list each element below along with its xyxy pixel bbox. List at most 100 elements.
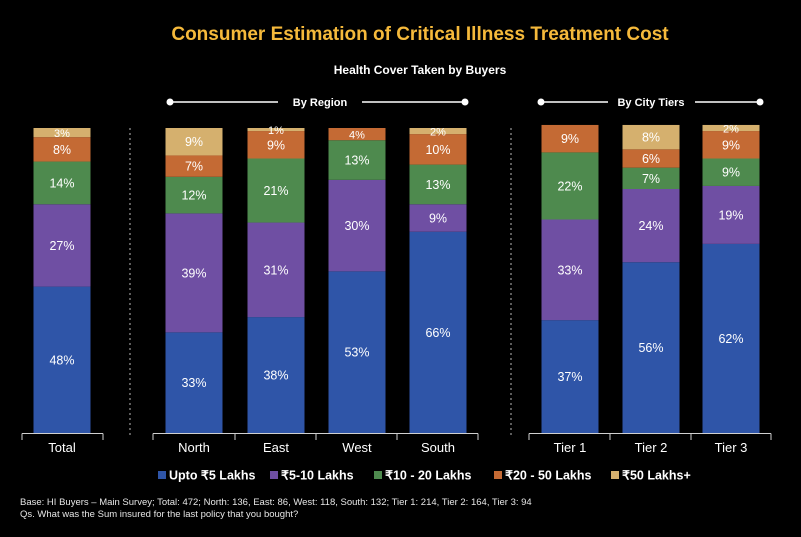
data-label-tier-3-upto5: 62% — [718, 332, 743, 346]
data-label-east-50plus: 1% — [268, 125, 284, 137]
legend-swatch-20to50 — [494, 471, 502, 479]
bar-segment-tier-2-20to50 — [622, 149, 680, 168]
data-label-total-upto5: 48% — [49, 353, 74, 367]
data-label-tier-1-20to50: 9% — [561, 132, 579, 146]
bar-segment-south-20to50 — [409, 134, 467, 165]
bar-segment-total-20to50 — [33, 137, 91, 162]
bar-segment-north-50plus — [165, 128, 223, 156]
legend: Upto ₹5 Lakhs ₹5-10 Lakhs ₹10 - 20 Lakhs ₹2… — [158, 469, 691, 483]
legend-swatch-50plus — [611, 471, 619, 479]
city-group-header: By City Tiers — [537, 97, 764, 109]
legend-label-50plus: ₹50 Lakhs+ — [622, 469, 691, 483]
bar-segment-tier-1-10to20 — [541, 152, 599, 220]
data-label-east-20to50: 9% — [267, 138, 285, 152]
bar-segment-west-20to50 — [328, 128, 386, 141]
bar-segment-north-20to50 — [165, 155, 223, 177]
bar-segment-total-upto5 — [33, 286, 91, 433]
bar-segment-south-upto5 — [409, 231, 467, 433]
data-label-total-20to50: 8% — [53, 143, 71, 157]
category-label-tier-3: Tier 3 — [715, 440, 748, 455]
data-label-north-20to50: 7% — [185, 160, 203, 174]
bar-stacks: 48%27%14%8%3%33%39%12%7%9%38%31%21%9%1%5… — [33, 124, 760, 433]
bar-segment-north-5to10 — [165, 213, 223, 333]
bar-segment-tier-1-5to10 — [541, 219, 599, 321]
bar-segment-tier-1-20to50 — [541, 124, 599, 153]
bar-segment-east-20to50 — [247, 131, 305, 159]
category-axes: Total North East West South Tier 1 Tier 2 Tier … — [21, 433, 772, 455]
category-label-north: North — [178, 440, 210, 455]
city-group-label: By City Tiers — [617, 97, 684, 109]
data-label-south-upto5: 66% — [425, 326, 450, 340]
data-label-tier-3-50plus: 2% — [723, 124, 739, 136]
category-label-east: East — [263, 440, 289, 455]
region-rule-dot-right — [461, 98, 469, 106]
data-label-tier-1-10to20: 22% — [557, 179, 582, 193]
region-rule-dot-left — [166, 98, 174, 106]
data-label-tier-1-5to10: 33% — [557, 263, 582, 277]
data-label-south-10to20: 13% — [425, 178, 450, 192]
bar-segment-tier-1-upto5 — [541, 320, 599, 433]
data-label-tier-3-10to20: 9% — [722, 166, 740, 180]
chart-subtitle: Health Cover Taken by Buyers — [334, 63, 507, 77]
data-label-tier-2-20to50: 6% — [642, 152, 660, 166]
bar-segment-east-upto5 — [247, 317, 305, 433]
data-label-west-10to20: 13% — [344, 154, 369, 168]
bar-segment-tier-3-50plus — [702, 124, 760, 132]
data-label-tier-2-10to20: 7% — [642, 172, 660, 186]
bar-segment-tier-2-upto5 — [622, 262, 680, 433]
footer-question-note: Qs. What was the Sum insured for the las… — [20, 509, 299, 520]
city-rule-dot-right — [756, 98, 764, 106]
footer-base-note: Base: HI Buyers – Main Survey; Total: 47… — [20, 497, 532, 508]
legend-swatch-5to10 — [270, 471, 278, 479]
city-rule-dot-left — [537, 98, 545, 106]
legend-label-upto5: Upto ₹5 Lakhs — [169, 469, 255, 483]
bar-segment-south-50plus — [409, 128, 467, 135]
data-label-tier-3-5to10: 19% — [718, 208, 743, 222]
legend-label-10to20: ₹10 - 20 Lakhs — [385, 469, 472, 483]
bar-segment-tier-3-20to50 — [702, 131, 760, 159]
data-label-tier-2-upto5: 56% — [638, 341, 663, 355]
data-label-north-10to20: 12% — [181, 189, 206, 203]
data-label-east-upto5: 38% — [263, 369, 288, 383]
legend-label-20to50: ₹20 - 50 Lakhs — [505, 469, 592, 483]
data-label-east-10to20: 21% — [263, 184, 288, 198]
data-label-west-20to50: 4% — [349, 130, 365, 142]
bar-segment-south-5to10 — [409, 204, 467, 232]
data-label-total-5to10: 27% — [49, 239, 74, 253]
bar-segment-west-5to10 — [328, 179, 386, 272]
category-label-tier-2: Tier 2 — [635, 440, 668, 455]
bar-segment-total-10to20 — [33, 161, 91, 205]
region-group-header: By Region — [166, 97, 469, 109]
bar-segment-west-upto5 — [328, 271, 386, 433]
data-label-north-upto5: 33% — [181, 376, 206, 390]
bar-segment-tier-2-5to10 — [622, 189, 680, 263]
data-label-tier-1-upto5: 37% — [557, 370, 582, 384]
bar-segment-south-10to20 — [409, 164, 467, 205]
legend-swatch-upto5 — [158, 471, 166, 479]
bar-segment-west-10to20 — [328, 140, 386, 180]
bar-segment-north-10to20 — [165, 176, 223, 214]
bar-segment-tier-3-upto5 — [702, 243, 760, 433]
data-label-east-5to10: 31% — [263, 263, 288, 277]
data-label-west-5to10: 30% — [344, 219, 369, 233]
bar-segment-tier-2-10to20 — [622, 167, 680, 189]
data-label-north-5to10: 39% — [181, 266, 206, 280]
bar-segment-east-5to10 — [247, 222, 305, 318]
data-label-north-50plus: 9% — [185, 135, 203, 149]
category-label-south: South — [421, 440, 455, 455]
category-label-tier-1: Tier 1 — [554, 440, 587, 455]
data-label-south-5to10: 9% — [429, 211, 447, 225]
data-label-west-upto5: 53% — [344, 346, 369, 360]
legend-label-5to10: ₹5-10 Lakhs — [281, 469, 354, 483]
chart-title: Consumer Estimation of Critical Illness … — [171, 24, 669, 45]
data-label-south-20to50: 10% — [425, 143, 450, 157]
bar-segment-east-50plus — [247, 128, 305, 132]
bar-segment-north-upto5 — [165, 332, 223, 433]
data-label-tier-3-20to50: 9% — [722, 138, 740, 152]
bar-segment-total-50plus — [33, 128, 91, 138]
bar-segment-tier-3-5to10 — [702, 185, 760, 244]
bar-segment-tier-2-50plus — [622, 124, 680, 150]
bar-segment-east-10to20 — [247, 158, 305, 223]
